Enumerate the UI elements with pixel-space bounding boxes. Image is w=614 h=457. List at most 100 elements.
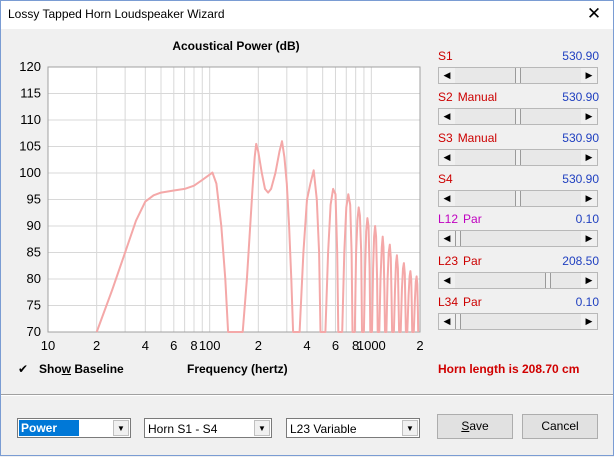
slider-thumb[interactable] (455, 231, 461, 246)
scroll-right-icon[interactable]: ▶ (581, 273, 597, 288)
param-type: Par (463, 295, 482, 309)
param-slider-s4[interactable]: ◀ ▶ (438, 190, 598, 207)
scroll-right-icon[interactable]: ▶ (581, 191, 597, 206)
param-label-s3: S3 Manual (438, 131, 497, 145)
chart-title: Acoustical Power (dB) (172, 39, 300, 53)
cancel-button[interactable]: Cancel (522, 414, 598, 439)
slider-thumb[interactable] (515, 109, 521, 124)
x-tick-label: 2 (255, 338, 262, 353)
param-value-l23: 208.50 (562, 254, 599, 268)
param-value-l12: 0.10 (575, 212, 599, 226)
variable-select[interactable]: L23 Variable ▼ (286, 418, 420, 438)
param-type: Manual (457, 131, 498, 145)
y-tick-label: 85 (27, 245, 41, 260)
param-type: Par (463, 212, 482, 226)
save-button[interactable]: Save (437, 414, 513, 439)
slider-thumb[interactable] (455, 314, 461, 329)
scroll-left-icon[interactable]: ◀ (439, 150, 455, 165)
param-name: S1 (438, 49, 453, 63)
param-slider-s3[interactable]: ◀ ▶ (438, 149, 598, 166)
x-tick-label: 4 (303, 338, 310, 353)
scroll-left-icon[interactable]: ◀ (439, 314, 455, 329)
scroll-right-icon[interactable]: ▶ (581, 314, 597, 329)
scroll-right-icon[interactable]: ▶ (581, 68, 597, 83)
x-tick-label: 10 (41, 338, 55, 353)
param-value-s1: 530.90 (562, 49, 599, 63)
y-tick-label: 75 (27, 298, 41, 313)
variable-value: L23 Variable (290, 422, 357, 436)
show-baseline-label[interactable]: Show Baseline (39, 362, 124, 376)
y-tick-label: 105 (19, 139, 41, 154)
param-name: L23 (438, 254, 459, 268)
chevron-down-icon[interactable]: ▼ (402, 420, 418, 436)
x-tick-label: 8 (190, 338, 197, 353)
slider-thumb[interactable] (515, 68, 521, 83)
y-tick-label: 100 (19, 165, 41, 180)
horn-length-text: Horn length is 208.70 cm (438, 362, 580, 376)
slider-thumb[interactable] (515, 191, 521, 206)
display-mode-select[interactable]: Power ▼ (17, 418, 131, 438)
scroll-left-icon[interactable]: ◀ (439, 191, 455, 206)
x-tick-label: 4 (142, 338, 149, 353)
display-mode-value: Power (19, 420, 80, 436)
x-tick-label: 100 (199, 338, 221, 353)
y-tick-label: 95 (27, 192, 41, 207)
x-tick-label: 2 (416, 338, 423, 353)
x-tick-label: 2 (93, 338, 100, 353)
title-bar: Lossy Tapped Horn Loudspeaker Wizard ✕ (1, 1, 613, 29)
scroll-right-icon[interactable]: ▶ (581, 231, 597, 246)
power-curve (95, 140, 420, 333)
x-tick-label: 6 (170, 338, 177, 353)
horn-section-select[interactable]: Horn S1 - S4 ▼ (144, 418, 272, 438)
param-slider-l23[interactable]: ◀ ▶ (438, 272, 598, 289)
param-slider-s2[interactable]: ◀ ▶ (438, 108, 598, 125)
slider-thumb[interactable] (545, 273, 551, 288)
param-label-s4: S4 (438, 172, 453, 186)
param-value-s2: 530.90 (562, 90, 599, 104)
param-name: S3 (438, 131, 453, 145)
param-value-l34: 0.10 (575, 295, 599, 309)
y-tick-label: 90 (27, 218, 41, 233)
slider-thumb[interactable] (515, 150, 521, 165)
separator (1, 394, 613, 396)
close-icon[interactable]: ✕ (586, 4, 602, 23)
window-title: Lossy Tapped Horn Loudspeaker Wizard (8, 7, 225, 21)
scroll-left-icon[interactable]: ◀ (439, 231, 455, 246)
y-tick-label: 110 (20, 112, 41, 127)
chevron-down-icon[interactable]: ▼ (254, 420, 270, 436)
scroll-right-icon[interactable]: ▶ (581, 150, 597, 165)
param-label-s2: S2 Manual (438, 90, 497, 104)
x-tick-label: 6 (332, 338, 339, 353)
y-tick-label: 80 (27, 271, 41, 286)
param-name: L12 (438, 212, 459, 226)
param-type: Manual (457, 90, 498, 104)
param-name: S4 (438, 172, 453, 186)
param-slider-l12[interactable]: ◀ ▶ (438, 230, 598, 247)
x-axis-label: Frequency (hertz) (187, 362, 288, 376)
param-type: Par (463, 254, 482, 268)
scroll-left-icon[interactable]: ◀ (439, 68, 455, 83)
param-name: S2 (438, 90, 453, 104)
param-slider-l34[interactable]: ◀ ▶ (438, 313, 598, 330)
param-value-s3: 530.90 (562, 131, 599, 145)
param-label-s1: S1 (438, 49, 453, 63)
scroll-left-icon[interactable]: ◀ (439, 109, 455, 124)
chevron-down-icon[interactable]: ▼ (113, 420, 129, 436)
x-tick-label: 1000 (357, 338, 386, 353)
scroll-left-icon[interactable]: ◀ (439, 273, 455, 288)
param-name: L34 (438, 295, 459, 309)
show-baseline-checkbox[interactable]: ✔ (17, 362, 29, 376)
param-label-l34: L34 Par (438, 295, 482, 309)
param-label-l12: L12 Par (438, 212, 482, 226)
horn-section-value: Horn S1 - S4 (148, 422, 218, 436)
y-tick-label: 70 (27, 324, 41, 339)
param-slider-s1[interactable]: ◀ ▶ (438, 67, 598, 84)
x-tick-label: 8 (352, 338, 359, 353)
scroll-right-icon[interactable]: ▶ (581, 109, 597, 124)
y-tick-label: 115 (20, 86, 41, 101)
param-value-s4: 530.90 (562, 172, 599, 186)
param-label-l23: L23 Par (438, 254, 482, 268)
y-tick-label: 120 (19, 59, 41, 74)
